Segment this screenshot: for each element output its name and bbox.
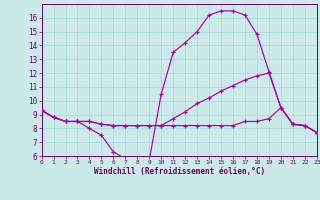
X-axis label: Windchill (Refroidissement éolien,°C): Windchill (Refroidissement éolien,°C) xyxy=(94,167,265,176)
